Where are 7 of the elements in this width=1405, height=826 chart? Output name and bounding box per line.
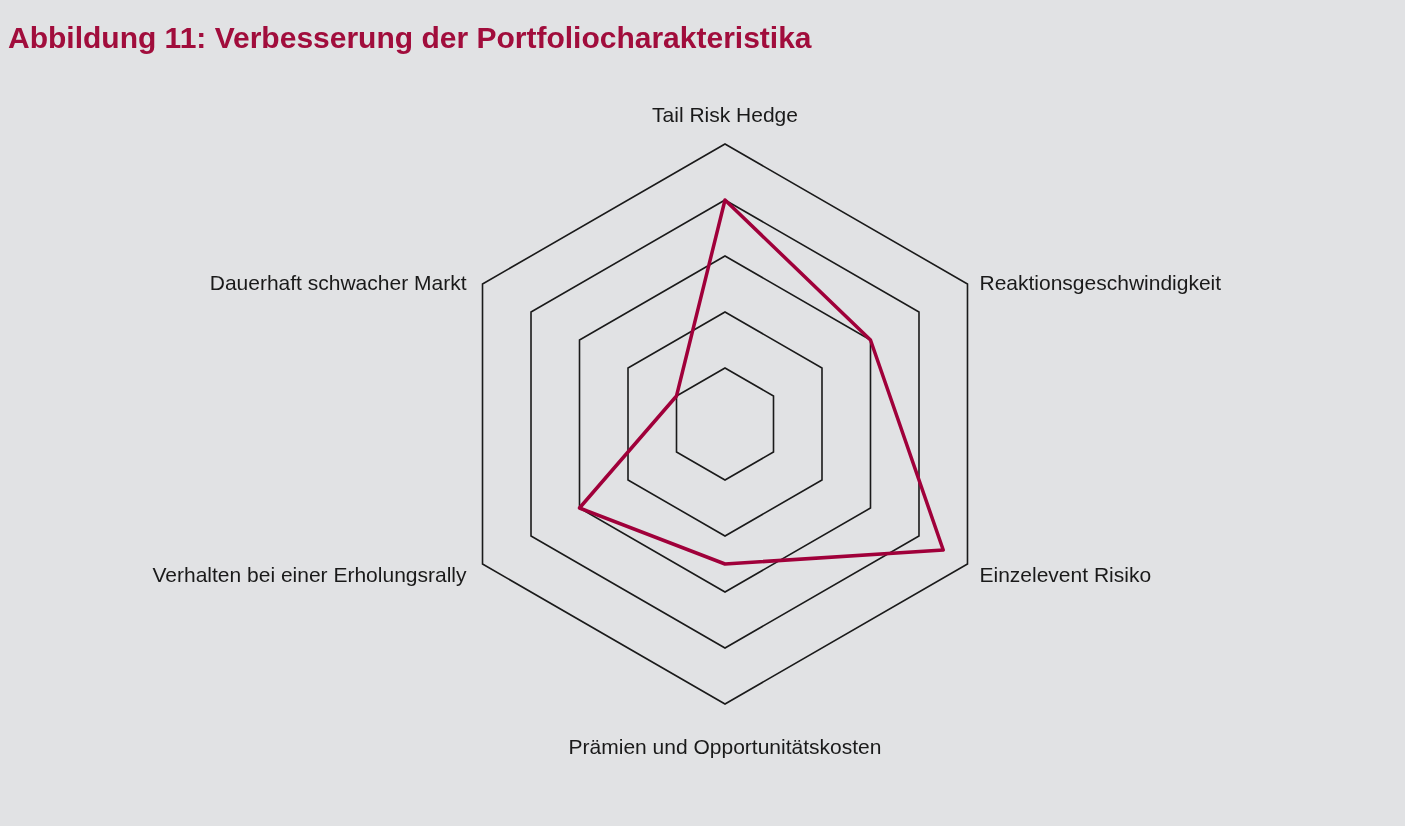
chart-title: Abbildung 11: Verbesserung der Portfoliocharakteristika <box>8 21 812 54</box>
spoke-label: Dauerhaft schwacher Markt <box>209 270 467 294</box>
spoke-label: Prämien und Opportunitätskosten <box>568 734 882 758</box>
spoke-label: Reaktionsgeschwindigkeit <box>979 270 1222 294</box>
spoke-label: Tail Risk Hedge <box>652 102 798 126</box>
spoke-label: Verhalten bei einer Erholungsrally <box>152 562 468 586</box>
spoke-label: Einzelevent Risiko <box>979 562 1152 586</box>
